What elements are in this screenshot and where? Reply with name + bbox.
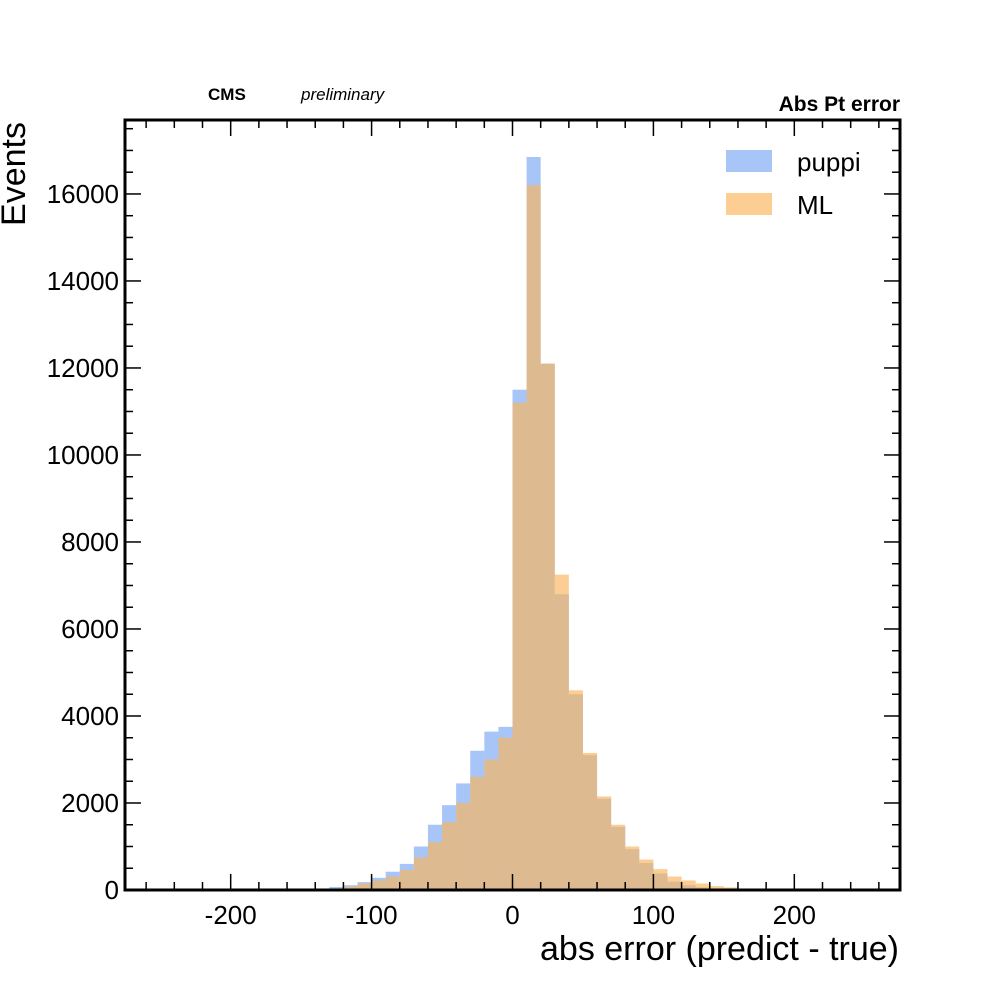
bar-ml-21 — [597, 796, 612, 890]
bar-ml-17 — [540, 363, 555, 890]
cms-label: CMS — [208, 85, 246, 104]
y-tick-label: 10000 — [47, 440, 119, 470]
bar-ml-8 — [413, 857, 428, 890]
bar-ml-14 — [498, 737, 513, 890]
bar-ml-12 — [470, 776, 485, 890]
x-tick-label: -200 — [205, 900, 257, 930]
bar-ml-10 — [442, 822, 457, 890]
y-tick-label: 2000 — [61, 788, 119, 818]
bar-ml-18 — [554, 574, 569, 890]
axis-ticks — [125, 120, 900, 891]
x-axis-label: abs error (predict - true) — [540, 930, 899, 968]
axis-tick-labels: -200 -100 0 100 2000200040006000800010000120… — [47, 179, 816, 930]
bar-ml-28 — [695, 883, 710, 890]
bar-ml-9 — [427, 842, 443, 890]
bar-ml-15 — [512, 402, 527, 890]
chart-title: Abs Pt error — [779, 93, 900, 116]
legend-label-puppi: puppi — [797, 147, 861, 177]
bar-ml-5 — [371, 880, 386, 890]
bar-ml-25 — [653, 869, 668, 890]
bar-ml-27 — [681, 880, 696, 890]
bar-ml-23 — [625, 846, 640, 890]
legend-swatch-ml — [726, 193, 772, 215]
y-tick-label: 16000 — [47, 179, 119, 209]
y-tick-label: 6000 — [61, 614, 119, 644]
bar-ml-3 — [343, 886, 358, 890]
bar-ml-22 — [611, 824, 626, 890]
bar-ml-13 — [484, 759, 499, 890]
y-tick-label: 14000 — [47, 266, 119, 296]
legend: puppi ML — [726, 147, 861, 220]
x-tick-label: 200 — [773, 900, 816, 930]
bar-ml-16 — [526, 185, 541, 890]
bar-ml-29 — [709, 886, 724, 890]
bar-ml-6 — [385, 876, 400, 890]
y-tick-label: 8000 — [61, 527, 119, 557]
bar-ml-4 — [357, 883, 372, 890]
x-tick-label: 100 — [632, 900, 675, 930]
preliminary-label: preliminary — [300, 85, 386, 104]
bar-ml-19 — [568, 690, 583, 890]
bar-ml-26 — [667, 876, 682, 890]
histogram-bars — [301, 156, 767, 890]
x-tick-label: 0 — [505, 900, 519, 930]
legend-swatch-puppi — [726, 150, 772, 172]
y-axis-label: Events — [0, 122, 33, 226]
y-tick-label: 0 — [105, 875, 119, 905]
y-tick-label: 4000 — [61, 701, 119, 731]
bar-ml-7 — [399, 869, 414, 890]
y-tick-label: 12000 — [47, 353, 119, 383]
bar-ml-11 — [456, 802, 471, 890]
legend-label-ml: ML — [797, 190, 833, 220]
bar-ml-24 — [639, 859, 654, 890]
x-tick-label: -100 — [346, 900, 398, 930]
bar-ml-20 — [582, 752, 598, 890]
